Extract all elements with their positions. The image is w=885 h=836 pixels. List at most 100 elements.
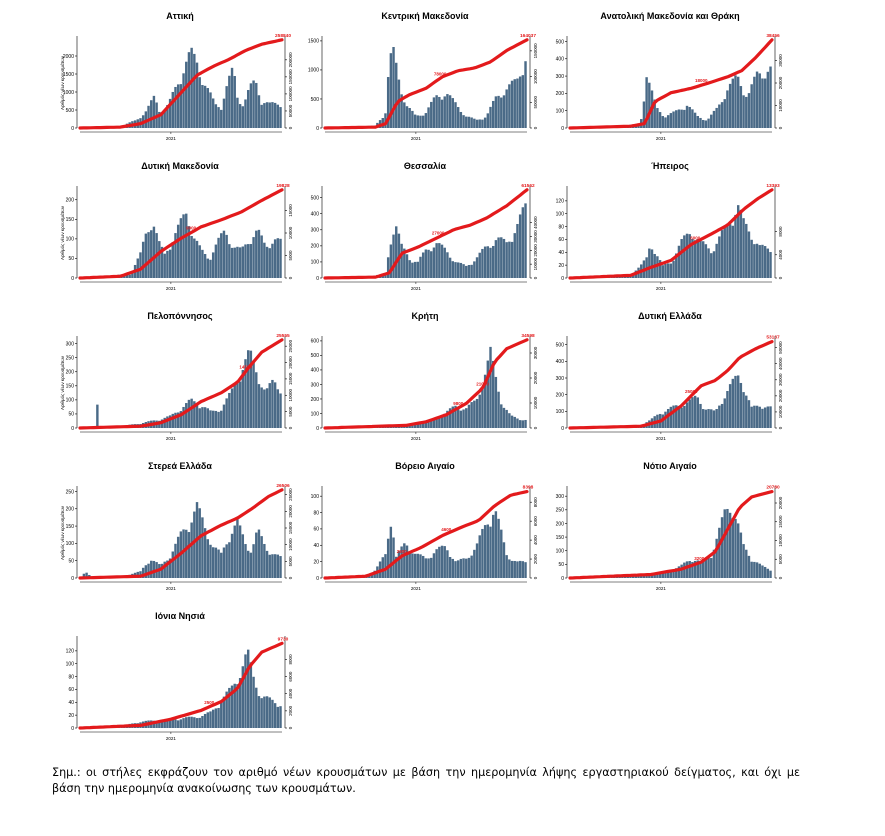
bar [715,409,718,428]
bar [755,71,759,128]
bar [182,214,185,278]
left-tick-label: 200 [66,198,75,204]
bar [718,405,721,428]
bar [400,546,403,578]
right-tick-label: 10000 [288,538,293,551]
bar [518,76,522,128]
bar [489,526,492,578]
bar [440,416,444,428]
bar [500,529,503,578]
bar [419,423,422,428]
mid-value-label: 27000 [432,230,445,235]
bar [736,205,740,278]
chart-title: Κρήτη [411,311,439,321]
right-tick-label: 100000 [533,69,538,85]
bar [462,115,465,128]
bar [473,261,476,278]
bar [731,225,735,278]
bar [656,108,659,128]
chart-svg: 0 500 1000 1500 2000 0 50000 100000150000200000… [59,33,293,141]
bar [685,233,689,278]
bar [739,382,743,428]
bar [475,543,479,578]
left-tick-label: 500 [66,108,75,114]
bar [745,96,748,128]
bar [707,118,710,128]
x-tick-label: 2021 [166,136,177,141]
left-tick-label: 400 [311,212,320,218]
bar [750,561,753,578]
bar [397,79,401,128]
right-tick-label: 30000 [778,373,783,386]
bar [421,252,425,278]
bar [691,397,694,428]
bar [198,508,201,578]
x-tick-label: 2021 [411,136,422,141]
bars [570,508,772,578]
cumulative-line [323,489,529,580]
bar [395,62,398,128]
bar [411,110,414,128]
bar [238,678,242,728]
left-tick-label: 20 [558,263,564,269]
bar [403,543,406,578]
left-tick-label: 400 [556,57,565,63]
mid-value-label: 14500 [239,365,252,370]
final-value-label: 25555 [276,333,290,339]
bar [268,383,271,428]
bar [454,405,457,428]
bar [179,218,183,278]
bar [483,525,487,578]
chart-panel: Βόρειο Αιγαίο 0 20 40 60 80 100 0 2000 4000 6000 80… [305,458,545,608]
bar [753,244,756,278]
bar [160,563,164,578]
left-tick-label: 200 [556,521,565,527]
final-value-label: 258840 [275,33,291,39]
left-tick-label: 100 [66,398,75,404]
bar [701,119,705,128]
bar [505,242,508,278]
left-tick-label: 300 [556,376,565,382]
bar [747,555,751,578]
bar [131,270,134,278]
chart-title: Ήπειρος [651,161,689,171]
bar [174,719,177,728]
right-tick-label: 0 [778,276,783,279]
bar [481,528,484,578]
left-tick-label: 1500 [308,39,319,45]
bar [217,411,220,428]
bar [400,94,403,128]
bar [257,229,261,278]
bar [222,98,226,128]
bar [150,230,153,278]
bar [209,711,212,728]
final-value-label: 20780 [766,485,780,491]
left-tick-label: 150 [66,524,75,530]
bar [704,244,708,278]
left-tick-label: 100 [311,411,320,417]
right-tick-label: 5000 [288,406,293,417]
bar [699,403,702,428]
right-tick-label: 50000 [288,104,293,117]
bar [648,82,651,128]
bar [400,243,403,278]
bar [276,706,280,728]
bar [675,110,678,128]
bar [241,246,245,278]
bar [233,683,236,728]
bar [669,263,673,278]
bar [502,542,506,578]
bar [508,84,511,128]
bar [454,102,457,128]
x-tick-label: 2021 [656,436,667,441]
bar [435,243,438,278]
bar [230,533,234,578]
bar [497,518,500,578]
bar [680,239,683,278]
left-tick-label: 2000 [63,54,74,60]
bar [203,528,207,578]
bar [680,564,683,578]
bar [459,262,463,278]
bar [465,558,468,578]
chart-svg: 0 20 40 60 80 100 120 0 2000 4000 6000 8000 2021 9730… [66,636,293,741]
